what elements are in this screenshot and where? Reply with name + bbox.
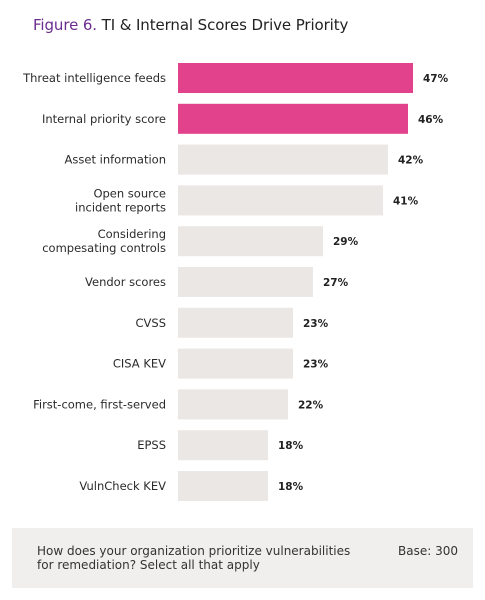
category-label: First-come, first-served <box>33 397 166 411</box>
bar <box>178 430 268 461</box>
category-label: CISA KEV <box>113 357 166 371</box>
bar <box>178 389 288 420</box>
bar <box>178 348 293 379</box>
bar <box>178 185 383 216</box>
value-label: 18% <box>278 440 304 452</box>
value-label: 23% <box>303 318 329 330</box>
figure-number: Figure 6. <box>33 16 97 34</box>
footer-note: How does your organization prioritize vu… <box>12 528 473 588</box>
bar-chart: Threat intelligence feeds 47% Internal pri… <box>22 63 449 501</box>
category-label: Threat intelligence feeds <box>22 71 166 85</box>
category-label: Asset information <box>65 153 166 167</box>
category-label: Internal priority score <box>42 112 166 126</box>
value-label: 41% <box>393 195 419 207</box>
value-label: 42% <box>398 155 424 167</box>
category-label: Vendor scores <box>85 275 166 289</box>
value-label: 23% <box>303 359 329 371</box>
bar <box>178 63 413 93</box>
bar <box>178 471 268 501</box>
bar <box>178 144 388 175</box>
value-label: 22% <box>298 399 324 411</box>
bar <box>178 226 323 257</box>
value-label: 29% <box>333 236 359 248</box>
category-label: Considering compesating controls <box>42 227 166 255</box>
sample-base: Base: 300 <box>398 544 458 558</box>
chart-title: Figure 6. TI & Internal Scores Drive Pri… <box>33 16 348 34</box>
category-label: CVSS <box>136 316 167 330</box>
bar <box>178 103 408 134</box>
category-label: EPSS <box>137 438 166 452</box>
category-label: VulnCheck KEV <box>79 479 166 493</box>
bar <box>178 307 293 338</box>
value-label: 27% <box>323 277 349 289</box>
bar <box>178 267 313 297</box>
value-label: 47% <box>423 73 449 85</box>
survey-question: How does your organization prioritize vu… <box>37 544 351 572</box>
category-label: Open source incident reports <box>75 186 166 214</box>
value-label: 46% <box>418 114 444 126</box>
value-label: 18% <box>278 481 304 493</box>
figure-title-text: TI & Internal Scores Drive Priority <box>101 16 349 34</box>
